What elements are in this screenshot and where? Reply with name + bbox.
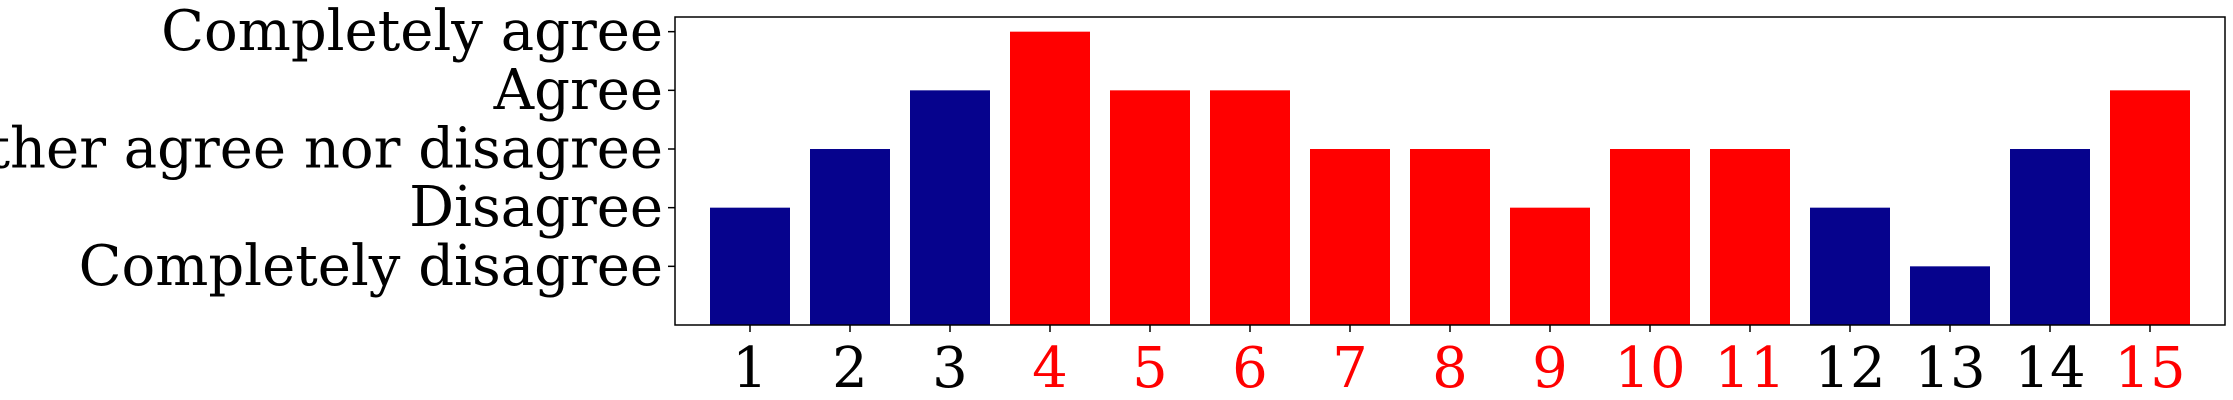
x-tick-label: 5	[1132, 336, 1168, 400]
bar-11	[1710, 149, 1790, 325]
bar-10	[1610, 149, 1690, 325]
bar-14	[2010, 149, 2090, 325]
x-tick-label: 14	[2014, 336, 2085, 400]
bar-7	[1310, 149, 1390, 325]
bar-8	[1410, 149, 1490, 325]
bar-13	[1910, 266, 1990, 325]
x-tick-label: 15	[2114, 336, 2185, 400]
bar-12	[1810, 207, 1890, 325]
x-tick-label: 1	[732, 336, 768, 400]
y-tick-label: Agree	[493, 58, 663, 123]
y-tick-label: Neither agree nor disagree	[0, 117, 663, 182]
bar-3	[910, 90, 990, 325]
y-tick-label: Completely agree	[161, 0, 663, 64]
x-tick-label: 13	[1914, 336, 1985, 400]
x-tick-label: 10	[1614, 336, 1685, 400]
bar-5	[1110, 90, 1190, 325]
y-axis: Completely disagreeDisagreeNeither agree…	[0, 0, 675, 299]
bar-4	[1010, 31, 1090, 326]
bars	[710, 31, 2190, 326]
bar-9	[1510, 207, 1590, 325]
bar-15	[2110, 90, 2190, 325]
x-tick-label: 12	[1814, 336, 1885, 400]
x-tick-label: 6	[1232, 336, 1268, 400]
y-tick-label: Completely disagree	[79, 234, 663, 299]
x-axis: 1 2 3 4 5 6 7 8 9 10 11 12 13 14 15	[732, 325, 2186, 400]
bar-6	[1210, 90, 1290, 325]
x-tick-label: 9	[1532, 336, 1568, 400]
x-tick-label: 7	[1332, 336, 1368, 400]
x-tick-label: 4	[1032, 336, 1068, 400]
x-tick-label: 8	[1432, 336, 1468, 400]
plot-frame	[674, 16, 2226, 326]
bar-1	[710, 207, 790, 325]
bar-2	[810, 149, 890, 325]
x-tick-label: 11	[1714, 336, 1785, 400]
y-tick-label: Disagree	[409, 175, 663, 240]
x-tick-label: 2	[832, 336, 868, 400]
x-tick-label: 3	[932, 336, 968, 400]
